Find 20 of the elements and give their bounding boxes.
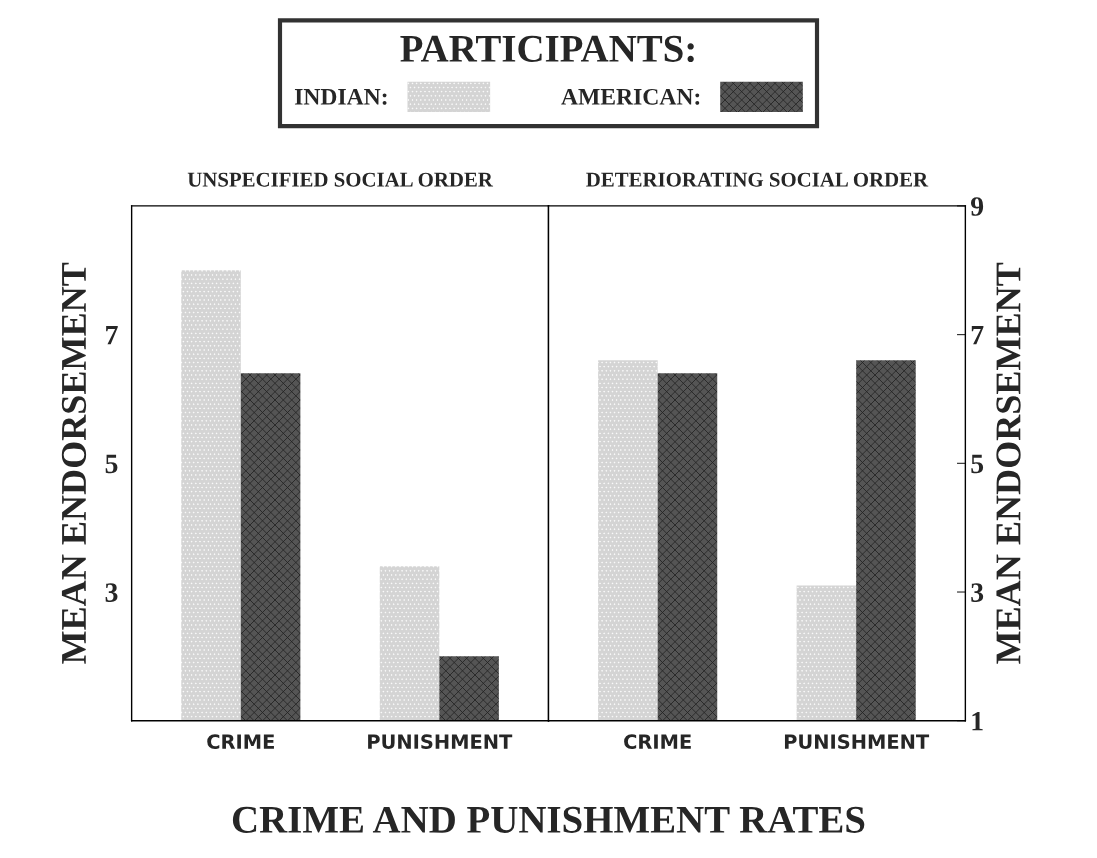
- chart-title: DETERIORATING SOCIAL ORDER: [586, 172, 929, 187]
- chart-title: UNSPECIFIED SOCIAL ORDER: [187, 172, 494, 187]
- x-tick-label: CRIME: [624, 734, 691, 749]
- legend-label: INDIAN:: [294, 88, 387, 105]
- x-tick-label: PUNISHMENT: [784, 734, 930, 749]
- y2-tick-label: 3: [971, 583, 984, 602]
- y2-axis-title: MEAN ENDORSEMENT: [996, 262, 1021, 664]
- y-tick-label: 7: [106, 326, 118, 345]
- x-tick-label: CRIME: [207, 734, 274, 749]
- legend-label: AMERICAN:: [561, 88, 700, 105]
- x-tick-label: PUNISHMENT: [368, 734, 513, 749]
- y-tick-label: 5: [105, 454, 118, 474]
- y2-tick-label: 5: [971, 454, 984, 474]
- y-axis-title: MEAN ENDORSEMENT: [61, 262, 87, 664]
- y2-tick-label: 9: [970, 197, 984, 216]
- y2-tick-label: 1: [972, 712, 983, 731]
- y-tick-label: 3: [105, 583, 118, 602]
- y2-tick-label: 7: [971, 326, 984, 345]
- x-axis-title: CRIME AND PUNISHMENT RATES: [232, 806, 865, 833]
- legend-title: PARTICIPANTS:: [400, 35, 694, 63]
